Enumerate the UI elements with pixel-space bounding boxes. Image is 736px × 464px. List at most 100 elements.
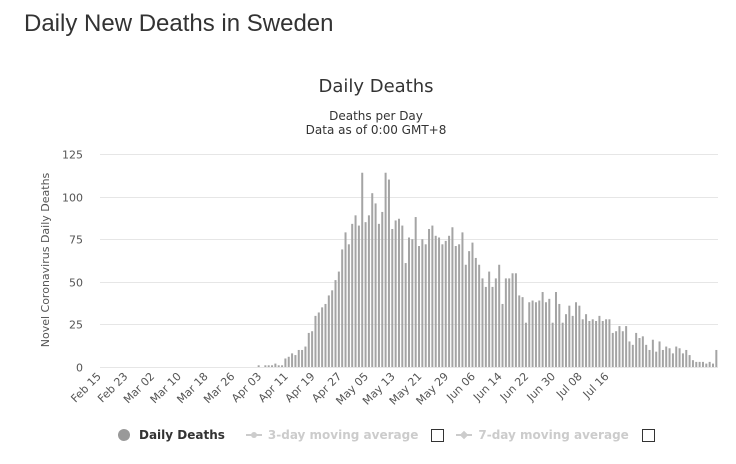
bar[interactable] — [267, 365, 270, 367]
bar[interactable] — [314, 315, 317, 367]
bar[interactable] — [561, 322, 564, 367]
bar[interactable] — [334, 280, 337, 367]
bar[interactable] — [411, 239, 414, 367]
bar[interactable] — [521, 297, 524, 367]
bar[interactable] — [585, 314, 588, 367]
bar[interactable] — [591, 319, 594, 367]
bar[interactable] — [474, 257, 477, 367]
bar[interactable] — [605, 319, 608, 367]
bar[interactable] — [281, 365, 284, 367]
bar[interactable] — [651, 339, 654, 367]
bar[interactable] — [638, 338, 641, 367]
bar[interactable] — [491, 286, 494, 367]
bar[interactable] — [434, 235, 437, 367]
legend-item-7day-average[interactable]: 7-day moving average — [456, 428, 629, 442]
bar[interactable] — [568, 305, 571, 367]
bar[interactable] — [344, 232, 347, 367]
bar[interactable] — [661, 349, 664, 367]
bar[interactable] — [658, 341, 661, 367]
bar[interactable] — [488, 271, 491, 367]
bar[interactable] — [264, 365, 267, 367]
bar[interactable] — [534, 302, 537, 367]
bar[interactable] — [347, 244, 350, 367]
bar[interactable] — [291, 353, 294, 367]
bar[interactable] — [675, 346, 678, 367]
bar[interactable] — [301, 349, 304, 367]
bar[interactable] — [581, 319, 584, 367]
bar[interactable] — [565, 314, 567, 367]
bar[interactable] — [498, 264, 501, 367]
bar[interactable] — [304, 346, 307, 367]
bar[interactable] — [451, 227, 454, 367]
legend-item-daily-deaths[interactable]: Daily Deaths — [118, 428, 225, 442]
bar[interactable] — [504, 278, 507, 367]
bar[interactable] — [678, 348, 681, 367]
bar[interactable] — [381, 211, 384, 367]
bar[interactable] — [608, 319, 611, 367]
bar[interactable] — [615, 331, 618, 367]
bar[interactable] — [628, 341, 631, 367]
bar[interactable] — [648, 349, 651, 367]
bar[interactable] — [287, 356, 290, 367]
bar[interactable] — [588, 320, 591, 367]
bar[interactable] — [544, 302, 547, 367]
bar[interactable] — [321, 307, 324, 367]
bar[interactable] — [598, 315, 601, 367]
bar[interactable] — [271, 365, 274, 367]
bar[interactable] — [384, 172, 387, 367]
bar[interactable] — [408, 237, 410, 368]
bar[interactable] — [601, 320, 604, 367]
bar[interactable] — [297, 349, 300, 367]
bar[interactable] — [351, 223, 354, 367]
bar[interactable] — [554, 292, 557, 367]
bar[interactable] — [277, 365, 280, 367]
bar[interactable] — [371, 193, 374, 367]
bar[interactable] — [441, 244, 444, 367]
bar[interactable] — [708, 361, 711, 367]
bar[interactable] — [377, 223, 380, 367]
bar[interactable] — [695, 361, 698, 367]
bar[interactable] — [337, 271, 340, 367]
bar[interactable] — [401, 225, 404, 367]
checkbox-3day-average[interactable] — [431, 428, 445, 442]
bar[interactable] — [421, 239, 424, 367]
bar[interactable] — [481, 278, 484, 367]
bar[interactable] — [508, 278, 511, 367]
bar[interactable] — [307, 332, 310, 367]
bar[interactable] — [294, 355, 297, 367]
bar[interactable] — [484, 286, 487, 367]
bar[interactable] — [635, 332, 638, 367]
bar[interactable] — [448, 235, 451, 367]
bar[interactable] — [715, 349, 718, 367]
bar[interactable] — [541, 292, 544, 367]
bar[interactable] — [331, 290, 334, 367]
bar[interactable] — [681, 353, 684, 367]
checkbox-7day-average[interactable] — [641, 428, 655, 442]
bar[interactable] — [524, 322, 527, 367]
bar[interactable] — [418, 246, 421, 367]
bar[interactable] — [431, 225, 434, 367]
bar[interactable] — [531, 300, 534, 367]
bar[interactable] — [705, 363, 708, 367]
bar[interactable] — [511, 273, 514, 367]
bar[interactable] — [391, 228, 394, 367]
bar[interactable] — [364, 222, 367, 367]
bar[interactable] — [387, 179, 390, 367]
bar[interactable] — [354, 215, 357, 367]
bar[interactable] — [548, 298, 551, 367]
bar[interactable] — [685, 349, 688, 367]
bar[interactable] — [424, 244, 427, 367]
bar[interactable] — [374, 203, 377, 367]
bar[interactable] — [671, 353, 674, 367]
bar[interactable] — [458, 244, 461, 367]
bar[interactable] — [668, 348, 671, 367]
bar[interactable] — [595, 320, 598, 367]
bar[interactable] — [518, 295, 521, 367]
bar[interactable] — [284, 358, 287, 367]
bar[interactable] — [397, 218, 400, 367]
bar[interactable] — [367, 215, 370, 367]
bar[interactable] — [494, 278, 497, 367]
bar[interactable] — [327, 295, 330, 367]
bar[interactable] — [471, 242, 474, 367]
bar[interactable] — [414, 217, 417, 367]
